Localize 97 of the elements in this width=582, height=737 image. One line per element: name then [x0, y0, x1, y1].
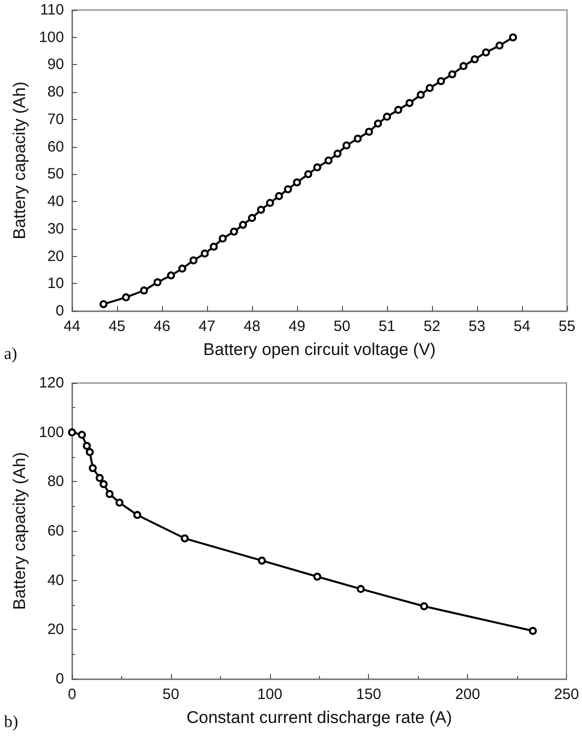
point [374, 120, 382, 128]
point [406, 99, 414, 108]
point [356, 584, 365, 593]
point [86, 448, 94, 456]
x-tick-label: 55 [558, 318, 576, 335]
point [100, 480, 108, 488]
point [354, 134, 362, 143]
point [293, 178, 301, 186]
point [115, 498, 124, 507]
point [257, 206, 265, 214]
point [304, 170, 312, 178]
point [460, 62, 468, 70]
y-tick-label: 40 [47, 572, 64, 589]
point [248, 214, 256, 222]
point [496, 42, 504, 50]
x-tick-label: 54 [514, 318, 530, 335]
text: b) [4, 712, 18, 731]
point [88, 464, 97, 472]
y-tick-label: 30 [47, 220, 64, 238]
point [416, 90, 425, 99]
point [275, 192, 283, 200]
x-tick-label: 0 [68, 686, 76, 703]
x-axis-title: Battery open circuit voltage (V) [203, 340, 436, 359]
point [342, 141, 350, 150]
x-tick-label: 53 [468, 318, 486, 335]
y-tick-label: 80 [47, 473, 64, 490]
x-tick-label: 52 [424, 318, 440, 335]
y-tick-label: 70 [47, 110, 64, 128]
text: a) [4, 344, 18, 363]
x-tick-label: 47 [198, 318, 216, 335]
point [154, 278, 162, 286]
y-axis-title: Battery capacity (Ah) [10, 452, 30, 610]
x-tick-label: 48 [244, 318, 260, 335]
point [200, 250, 209, 258]
y-tick-label: 10 [47, 275, 64, 292]
x-tick-label: 50 [162, 686, 180, 703]
y-tick-label: 60 [47, 138, 64, 156]
point [178, 264, 186, 273]
point [284, 185, 292, 194]
x-tick-label: 200 [455, 686, 480, 703]
point [528, 626, 537, 635]
x-tick-label: 44 [64, 318, 80, 335]
point [167, 271, 175, 280]
point [210, 242, 218, 251]
x-tick-label: 250 [554, 686, 579, 703]
point [437, 77, 445, 86]
point [383, 112, 391, 121]
point [106, 490, 114, 498]
point [426, 84, 434, 92]
y-tick-label: 110 [40, 2, 64, 18]
x-axis-title: Constant current discharge rate (A) [186, 708, 452, 727]
x-tick-label: 51 [378, 318, 396, 335]
y-tick-label: 60 [47, 522, 64, 540]
point [100, 300, 108, 308]
point [258, 556, 266, 565]
x-tick-label: 150 [356, 686, 382, 703]
point [239, 220, 247, 229]
point [365, 128, 373, 136]
x-tick-label: 45 [108, 318, 126, 335]
y-tick-label: 50 [47, 166, 64, 183]
point [266, 198, 274, 207]
y-tick-label: 40 [47, 193, 64, 210]
point [82, 442, 91, 450]
y-tick-label: 20 [47, 248, 64, 265]
point [394, 106, 402, 114]
y-tick-label: 100 [38, 424, 64, 441]
point [334, 150, 342, 158]
point [230, 228, 238, 236]
point [420, 602, 428, 610]
y-tick-label: 80 [47, 84, 64, 101]
point [482, 48, 490, 56]
point [78, 430, 86, 439]
point [68, 428, 76, 436]
y-tick-label: 120 [38, 374, 64, 392]
x-tick-label: 46 [154, 318, 170, 335]
point [313, 163, 322, 172]
point [180, 534, 189, 542]
x-tick-label: 49 [288, 318, 306, 335]
point [509, 33, 517, 42]
point [133, 510, 142, 519]
x-tick-label: 100 [257, 686, 282, 703]
x-tick-label: 50 [334, 318, 350, 335]
y-tick-label: 0 [56, 670, 64, 688]
y-axis-title: Battery capacity (Ah) [10, 82, 30, 240]
y-tick-label: 20 [47, 621, 64, 638]
point [190, 256, 198, 264]
point [96, 474, 104, 482]
y-tick-label: 100 [38, 28, 64, 46]
point [218, 234, 227, 242]
point [140, 286, 148, 294]
y-tick-label: 0 [56, 302, 64, 320]
point [448, 70, 456, 78]
point [122, 293, 130, 302]
y-tick-label: 90 [47, 56, 64, 74]
point [324, 156, 332, 164]
point [470, 55, 479, 64]
point [313, 572, 322, 581]
